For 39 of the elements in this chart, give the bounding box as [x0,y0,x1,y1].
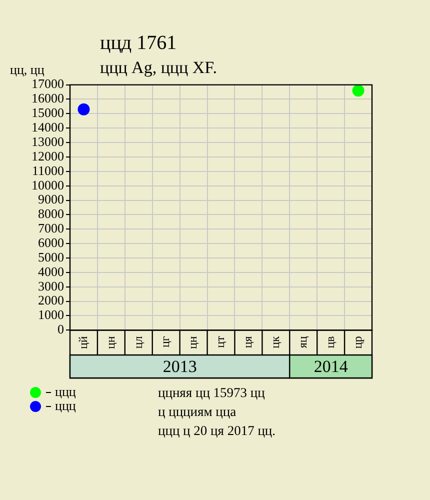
x-tick-label: цр [350,336,364,349]
y-tick-label: 8000 [38,206,64,222]
y-tick-label: 15000 [32,105,64,120]
text: ц ццциям цца [158,403,238,421]
y-tick-label: 12000 [32,148,64,164]
chart-title: ццд 1761 [100,32,177,55]
x-tick-label: цл [130,336,145,349]
text: 2014 [314,356,348,376]
text: ццняя цц 15973 цц [158,384,266,402]
y-tick-label: 0 [58,322,64,337]
x-tick-label: цг [158,336,172,348]
text: 2013 [162,356,197,376]
y-tick-label: 9000 [38,192,64,207]
legend-label: ццц [45,398,76,413]
x-tick-label: цк [268,336,282,348]
x-tick-label: цн [103,336,118,349]
y-tick-label: 11000 [32,162,64,178]
y-tick-label: 14000 [32,120,64,135]
y-axis-title: цц, цц [10,62,44,78]
y-tick-label: 2000 [38,292,64,308]
y-tick-label: 1000 [38,307,64,322]
y-tick-label: 6000 [38,234,64,250]
x-tick-label: яц [296,336,310,348]
chart-subtitle: ццц Ag, ццц XF. [100,58,217,78]
y-tick-label: 13000 [32,134,64,149]
y-tick-label: 4000 [38,264,64,279]
x-tick-label: цт [213,335,228,348]
y-tick-label: 16000 [32,90,64,106]
legend-label: ццц [45,384,76,399]
y-tick-label: 7000 [38,220,64,236]
y-tick-label: 3000 [38,278,64,294]
y-tick-label: 10000 [32,177,64,192]
text: ццц ц 20 ця 2017 цц. [158,422,276,440]
x-tick-label: цй [76,336,90,349]
y-tick-label: 5000 [38,249,64,264]
x-tick-label: цв [322,336,337,348]
x-tick-label: ця [240,336,255,348]
x-tick-label: цн [186,336,200,349]
y-tick-label: 17000 [32,76,64,92]
